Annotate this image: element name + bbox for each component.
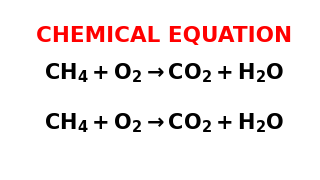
Text: $\mathbf{CH_4 + O_2 \rightarrow CO_2 + H_2O}$: $\mathbf{CH_4 + O_2 \rightarrow CO_2 + H…	[44, 111, 284, 135]
Text: $\mathbf{CH_4 + O_2 \rightarrow CO_2 + H_2O}$: $\mathbf{CH_4 + O_2 \rightarrow CO_2 + H…	[44, 61, 284, 85]
Text: CHEMICAL EQUATION: CHEMICAL EQUATION	[36, 26, 292, 46]
